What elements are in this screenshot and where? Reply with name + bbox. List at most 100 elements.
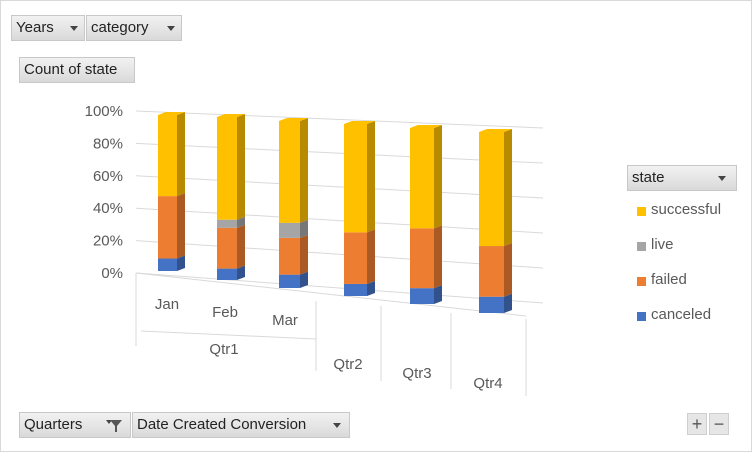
x-group-label: Qtr3 — [402, 365, 431, 382]
bar-side-canceled — [177, 255, 185, 271]
gridline — [135, 175, 544, 199]
y-tick-label: 60% — [93, 168, 123, 185]
gridline — [135, 207, 544, 234]
quarters-filter-label: Quarters — [24, 416, 83, 433]
bar-side-successful — [237, 114, 245, 220]
years-filter-label: Years — [16, 19, 54, 36]
bar-segment-successful[interactable] — [279, 121, 300, 223]
bar-side-canceled — [300, 271, 308, 288]
x-group-label: Qtr1 — [209, 341, 238, 358]
bar-segment-successful[interactable] — [410, 128, 434, 229]
bar-segment-canceled[interactable] — [217, 268, 237, 280]
gridline — [135, 110, 544, 129]
bar-side-canceled — [434, 285, 442, 304]
axis-divider — [140, 330, 317, 340]
bar-side-live — [237, 216, 245, 228]
y-tick-label: 100% — [85, 103, 123, 120]
bar-segment-successful[interactable] — [158, 115, 177, 197]
bar-segment-successful[interactable] — [344, 124, 367, 233]
bar-segment-canceled[interactable] — [344, 283, 367, 296]
collapse-field-button[interactable]: − — [709, 413, 729, 435]
bar-side-successful — [504, 129, 512, 247]
bar-side-canceled — [367, 280, 375, 296]
legend-label: live — [651, 236, 674, 253]
legend-swatch — [637, 242, 646, 251]
x-group-label: Qtr4 — [473, 375, 502, 392]
y-tick-label: 0% — [101, 265, 123, 282]
values-field-label: Count of state — [24, 61, 118, 78]
date-created-filter-button[interactable]: Date Created Conversion — [132, 412, 350, 438]
gridline — [135, 142, 544, 164]
legend-swatch — [637, 312, 646, 321]
values-field-button[interactable]: Count of state — [19, 57, 135, 83]
bar-segment-canceled[interactable] — [410, 288, 434, 304]
legend-swatch — [637, 207, 646, 216]
bar-top — [344, 121, 375, 124]
category-axis-labels: Jan Feb Mar Qtr1 Qtr2 Qtr3 Qtr4 — [155, 296, 503, 392]
x-tick-label: Mar — [272, 312, 298, 329]
legend-label: successful — [651, 201, 722, 218]
bar-top — [279, 118, 308, 121]
bar-segment-failed[interactable] — [479, 246, 504, 297]
bar-side-failed — [367, 229, 375, 284]
y-tick-label: 40% — [93, 200, 123, 217]
bar-segment-failed[interactable] — [217, 227, 237, 269]
gridline — [135, 240, 544, 269]
bar-segment-successful[interactable] — [479, 132, 504, 247]
y-tick-label: 20% — [93, 233, 123, 250]
bar-side-canceled — [237, 265, 245, 280]
legend-label: failed — [651, 271, 687, 288]
bar-segment-canceled[interactable] — [479, 296, 504, 313]
chevron-down-icon — [167, 26, 175, 31]
bar-side-failed — [434, 225, 442, 289]
chevron-down-icon — [70, 26, 78, 31]
bar-side-failed — [504, 243, 512, 297]
bar-side-successful — [300, 118, 308, 223]
gridlines — [135, 110, 544, 304]
bar-top — [410, 125, 442, 128]
category-filter-label: category — [91, 19, 149, 36]
legend-state-filter-button[interactable]: state — [627, 165, 737, 191]
bar-side-successful — [177, 112, 185, 197]
expand-collapse-controls: + − — [685, 413, 729, 435]
quarters-filter-button[interactable]: Quarters — [19, 412, 131, 438]
legend-label: canceled — [651, 306, 712, 323]
bar-segment-live[interactable] — [217, 219, 237, 228]
bar-side-failed — [177, 193, 185, 259]
x-tick-label: Feb — [212, 304, 238, 321]
bar-segment-failed[interactable] — [279, 237, 300, 275]
category-filter-button[interactable]: category — [86, 15, 182, 41]
bar-segment-successful[interactable] — [217, 117, 237, 220]
x-group-label: Qtr2 — [333, 356, 362, 373]
legend-state-title: state — [632, 169, 665, 186]
bar-side-successful — [367, 121, 375, 233]
bar-segment-canceled[interactable] — [158, 258, 177, 271]
years-filter-button[interactable]: Years — [11, 15, 85, 41]
legend-swatch — [637, 277, 646, 286]
bar-side-failed — [237, 224, 245, 269]
bar-segment-failed[interactable] — [344, 232, 367, 284]
chevron-down-icon — [333, 423, 341, 428]
expand-field-button[interactable]: + — [687, 413, 707, 435]
bar-series — [158, 112, 512, 313]
gridline — [135, 272, 544, 304]
bar-side-successful — [434, 125, 442, 229]
bar-segment-live[interactable] — [279, 222, 300, 238]
bar-side-canceled — [504, 293, 512, 313]
floor-edge — [135, 272, 527, 317]
date-created-filter-label: Date Created Conversion — [137, 416, 307, 433]
bar-top — [158, 112, 185, 115]
bar-segment-canceled[interactable] — [279, 274, 300, 288]
x-tick-label: Jan — [155, 296, 179, 313]
bar-segment-failed[interactable] — [158, 196, 177, 259]
y-tick-label: 80% — [93, 135, 123, 152]
bar-segment-failed[interactable] — [410, 228, 434, 289]
chevron-down-icon — [718, 176, 726, 181]
bar-side-live — [300, 219, 308, 238]
bar-top — [217, 114, 245, 117]
category-axis — [135, 272, 527, 396]
bar-top — [479, 129, 512, 132]
filter-funnel-icon — [106, 420, 122, 432]
bar-side-failed — [300, 234, 308, 275]
